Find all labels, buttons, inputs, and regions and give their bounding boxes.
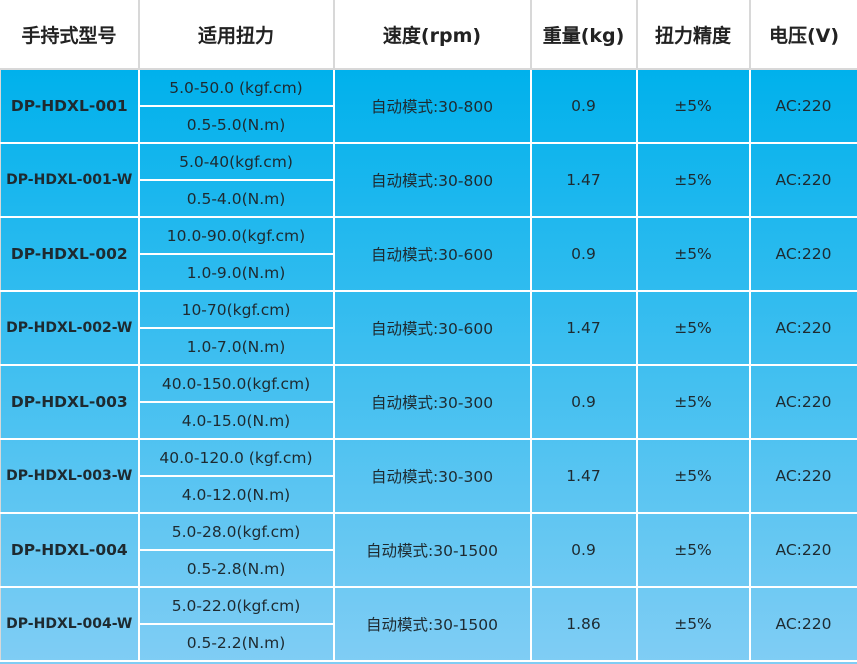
model-cell: DP-HDXL-003-W [0,438,140,514]
voltage-cell: AC:220 [748,438,857,514]
torque-kgf-cell: 5.0-40(kgf.cm) [137,142,335,181]
weight-cell: 0.9 [529,364,638,440]
table-row: DP-HDXL-004 5.0-28.0(kgf.cm) 自动模式:30-1500 0… [0,512,857,588]
model-cell: DP-HDXL-001-W [0,142,140,218]
accuracy-cell: ±5% [635,438,751,514]
table-row-sub: 0.5-2.8(N.m) [1,549,857,588]
voltage-cell: AC:220 [748,512,857,588]
table-row: DP-HDXL-002 10.0-90.0(kgf.cm) 自动模式:30-600 0… [0,216,857,292]
weight-cell: 0.9 [529,216,638,292]
table-row-sub: 4.0-12.0(N.m) [1,475,857,514]
accuracy-cell: ±5% [635,68,751,144]
torque-kgf-cell: 5.0-28.0(kgf.cm) [137,512,335,551]
table-row: DP-HDXL-004-W 5.0-22.0(kgf.cm) 自动模式:30-150… [0,586,857,662]
weight-cell: 1.47 [529,290,638,366]
table-row-sub: 1.0-7.0(N.m) [1,327,857,366]
table-row: DP-HDXL-003 40.0-150.0(kgf.cm) 自动模式:30-300… [0,364,857,440]
model-cell: DP-HDXL-002 [0,216,140,292]
speed-cell: 自动模式:30-300 [332,438,532,514]
torque-nm-cell: 1.0-9.0(N.m) [138,253,335,292]
speed-cell: 自动模式:30-300 [332,364,532,440]
accuracy-cell: ±5% [635,364,751,440]
weight-cell: 1.47 [529,142,638,218]
header-accuracy: 扭力精度 [635,0,751,70]
table-row: DP-HDXL-001 5.0-50.0 (kgf.cm) 自动模式:30-800 0… [0,68,857,144]
table-row-sub: 0.5-2.2(N.m) [1,623,857,662]
voltage-cell: AC:220 [748,586,857,662]
speed-cell: 自动模式:30-600 [332,216,532,292]
torque-nm-cell: 0.5-4.0(N.m) [138,179,335,218]
header-torque: 适用扭力 [137,0,335,70]
torque-kgf-cell: 40.0-150.0(kgf.cm) [137,364,335,403]
model-cell: DP-HDXL-003 [0,364,140,440]
voltage-cell: AC:220 [748,290,857,366]
table-row-sub: 0.5-5.0(N.m) [1,105,857,144]
torque-nm-cell: 4.0-12.0(N.m) [138,475,335,514]
header-speed: 速度(rpm) [332,0,532,70]
table-row: DP-HDXL-003-W 40.0-120.0 (kgf.cm) 自动模式:30-… [0,438,857,514]
voltage-cell: AC:220 [748,216,857,292]
voltage-cell: AC:220 [748,142,857,218]
accuracy-cell: ±5% [635,216,751,292]
model-cell: DP-HDXL-004-W [0,586,140,662]
weight-cell: 0.9 [529,68,638,144]
model-cell: DP-HDXL-002-W [0,290,140,366]
speed-cell: 自动模式:30-600 [332,290,532,366]
torque-nm-cell: 0.5-2.8(N.m) [138,549,335,588]
weight-cell: 0.9 [529,512,638,588]
weight-cell: 1.86 [529,586,638,662]
table-row: DP-HDXL-002-W 10-70(kgf.cm) 自动模式:30-600 1.4… [0,290,857,366]
header-row: 手持式型号 适用扭力 速度(rpm) 重量(kg) 扭力精度 电压(V) [0,0,857,70]
weight-cell: 1.47 [529,438,638,514]
table-row: DP-HDXL-001-W 5.0-40(kgf.cm) 自动模式:30-800 1.… [0,142,857,218]
torque-kgf-cell: 5.0-50.0 (kgf.cm) [137,68,335,107]
torque-nm-cell: 0.5-5.0(N.m) [138,105,335,144]
model-cell: DP-HDXL-001 [0,68,140,144]
table-row-sub: 0.5-4.0(N.m) [1,179,857,218]
accuracy-cell: ±5% [635,512,751,588]
torque-nm-cell: 1.0-7.0(N.m) [138,327,335,366]
torque-kgf-cell: 10-70(kgf.cm) [137,290,335,329]
speed-cell: 自动模式:30-800 [332,68,532,144]
torque-nm-cell: 4.0-15.0(N.m) [138,401,335,440]
table-row-sub: 4.0-15.0(N.m) [1,401,857,440]
header-weight: 重量(kg) [529,0,638,70]
voltage-cell: AC:220 [748,68,857,144]
torque-kgf-cell: 40.0-120.0 (kgf.cm) [137,438,335,477]
accuracy-cell: ±5% [635,290,751,366]
table-row-sub: 1.0-9.0(N.m) [1,253,857,292]
speed-cell: 自动模式:30-1500 [332,586,532,662]
speed-cell: 自动模式:30-1500 [332,512,532,588]
accuracy-cell: ±5% [635,142,751,218]
accuracy-cell: ±5% [635,586,751,662]
model-cell: DP-HDXL-004 [0,512,140,588]
torque-kgf-cell: 10.0-90.0(kgf.cm) [137,216,335,255]
torque-kgf-cell: 5.0-22.0(kgf.cm) [137,586,335,625]
header-voltage: 电压(V) [748,0,857,70]
torque-nm-cell: 0.5-2.2(N.m) [138,623,335,662]
speed-cell: 自动模式:30-800 [332,142,532,218]
voltage-cell: AC:220 [748,364,857,440]
header-model: 手持式型号 [0,0,140,70]
